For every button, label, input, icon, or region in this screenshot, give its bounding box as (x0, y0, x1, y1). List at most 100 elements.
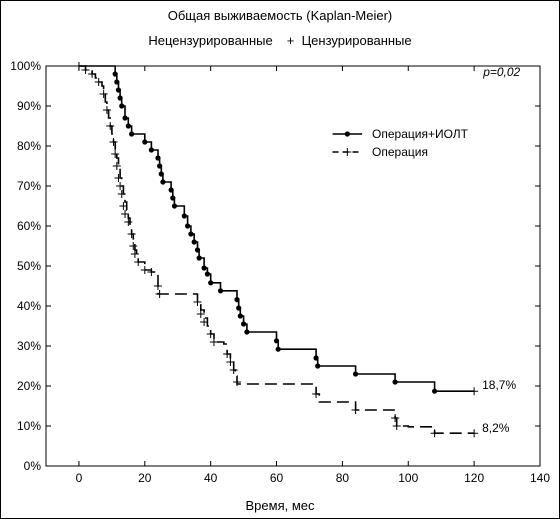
series-2-censored-mark (206, 330, 215, 338)
series-2-censored-mark (88, 70, 97, 78)
series-1-event-point (196, 255, 202, 261)
legend-censored-symbol: + (286, 33, 295, 48)
series-1-event-point (168, 187, 174, 193)
x-axis-title: Время, мес (245, 498, 315, 513)
series-2-censored-mark (392, 422, 401, 430)
series-1-event-point (155, 155, 161, 161)
y-tick-label: 90% (17, 99, 41, 113)
series-2-censored-mark (74, 62, 83, 70)
series-1-event-point (171, 203, 178, 209)
series-2-censored-mark (109, 138, 118, 146)
series-2-censored-mark (312, 390, 321, 398)
series-2-censored-mark (117, 190, 126, 198)
chart-title: Общая выживаемость (Kaplan-Meier) (167, 8, 393, 23)
series-1-event-point (244, 329, 250, 335)
series-1-end-label: 18,7% (482, 378, 516, 392)
series-2-censored-mark (106, 122, 115, 130)
legend-censored-label: Цензурированные (301, 33, 412, 48)
series-2-censored-mark (81, 66, 90, 74)
y-tick-label: 60% (17, 219, 41, 233)
series-1-event-point (188, 231, 194, 237)
series-1-event-point (236, 305, 242, 311)
series-1-event-point (125, 123, 131, 129)
series-1-event-point (117, 95, 123, 101)
x-tick-label: 0 (76, 471, 83, 485)
series-1-event-point (194, 247, 201, 253)
series-1-event-point (112, 71, 118, 77)
series-1-event-point (114, 79, 120, 85)
series-1-event-point (204, 271, 210, 277)
series-1-event-point (119, 103, 125, 109)
x-tick-label: 20 (138, 471, 152, 485)
series-2-censored-mark (223, 350, 232, 358)
y-tick-label: 50% (17, 259, 41, 273)
series-2-censored-mark (112, 162, 121, 170)
series-1-event-point (148, 147, 154, 153)
series-1-event-point (275, 346, 281, 352)
x-tick-label: 40 (204, 471, 218, 485)
series-2-censored-mark (116, 182, 125, 190)
series-2-censored-mark (121, 210, 130, 218)
series-2-censored-mark (111, 150, 120, 158)
series-1-event-point (273, 338, 280, 344)
y-tick-label: 40% (17, 299, 41, 313)
series-2-censored-mark (130, 250, 139, 258)
series-2-censored-mark (140, 266, 149, 274)
series-2-censored-mark (193, 298, 202, 306)
series-1-censored-mark (470, 387, 479, 396)
series-2-censored-mark (391, 414, 400, 422)
series-1-event-point (208, 280, 214, 286)
series-1-event-point (315, 363, 321, 369)
x-tick-label: 120 (464, 471, 484, 485)
series-2-censored-mark (102, 106, 111, 114)
x-tick-label: 80 (336, 471, 350, 485)
y-tick-label: 10% (17, 419, 41, 433)
series-1-event-point (181, 213, 187, 219)
series-1-event-point (237, 313, 243, 319)
series-2-end-label: 8,2% (482, 421, 510, 435)
series-2-censored-mark (94, 78, 103, 86)
legend-uncensored-label: Нецензурированные (148, 33, 273, 48)
series-2-censored-mark (114, 174, 123, 182)
y-tick-label: 0% (24, 459, 42, 473)
censoring-legend: Нецензурированные + Цензурированные (0, 33, 560, 48)
series-2-censored-mark (430, 429, 439, 438)
series-2-censored-mark (233, 378, 242, 386)
series-2-censored-mark (229, 366, 238, 374)
series-2-censored-mark (147, 268, 156, 276)
series-1-event-point (115, 87, 122, 93)
series-2-censored-mark (124, 218, 133, 226)
legend-series-2-label: Операция (372, 145, 428, 159)
series-2-censored-mark (134, 258, 143, 266)
x-tick-label: 60 (270, 471, 284, 485)
series-2-censored-mark (129, 242, 138, 250)
series-1-event-point (160, 179, 166, 185)
legend-series-2-marker (343, 148, 352, 156)
series-1-event-point (142, 139, 148, 145)
series-2-censored-mark (99, 90, 108, 98)
plot-area-frame (45, 65, 541, 467)
series-2-censored-mark (351, 406, 360, 414)
x-tick-label: 100 (398, 471, 418, 485)
series-2-censored-mark (153, 282, 162, 290)
series-2-censored-mark (226, 358, 235, 366)
series-2-censored-mark (119, 202, 128, 210)
y-tick-label: 20% (17, 379, 41, 393)
series-1-event-point (432, 388, 438, 394)
series-1-event-point (185, 223, 191, 229)
series-2-censored-mark (470, 429, 479, 438)
series-2-censored-mark (196, 310, 205, 318)
y-tick-label: 100% (10, 59, 41, 73)
series-1-event-point (392, 379, 398, 385)
legend-series-1-marker (344, 131, 350, 137)
series-1-event-point (170, 195, 176, 201)
series-2-censored-mark (200, 318, 209, 326)
series-1-event-point (234, 297, 240, 303)
series-1-event-point (201, 265, 207, 271)
series-1-event-point (158, 171, 164, 177)
series-2-censored-mark (127, 230, 136, 238)
series-1-event-point (191, 239, 197, 245)
